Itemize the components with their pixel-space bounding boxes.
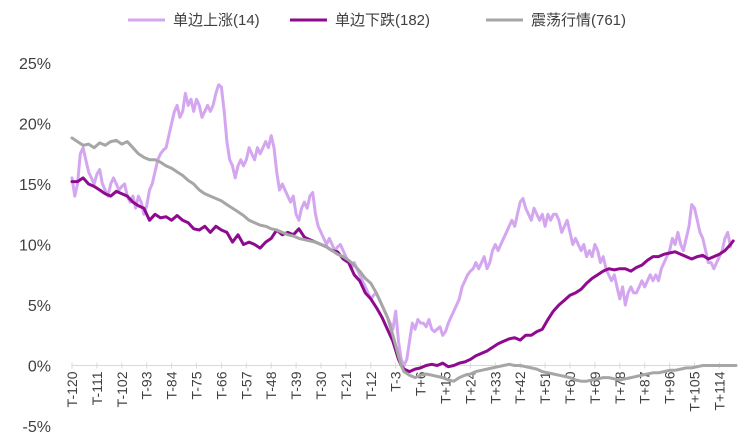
legend: 单边上涨(14) 单边下跌(182) 震荡行情(761) bbox=[128, 12, 626, 29]
x-tick-label: T+96 bbox=[662, 371, 678, 404]
x-tick-label: T-120 bbox=[64, 371, 80, 407]
x-tick-label: T+51 bbox=[537, 371, 553, 404]
y-tick-label: 20% bbox=[19, 117, 51, 134]
x-tick-label: T-111 bbox=[89, 371, 105, 405]
y-tick-label: -5% bbox=[23, 419, 51, 436]
x-tick-label: T-39 bbox=[288, 371, 304, 399]
x-tick-label: T-21 bbox=[338, 371, 354, 399]
x-axis-ticks bbox=[71, 362, 720, 369]
x-tick-label: T+24 bbox=[462, 371, 478, 404]
x-tick-label: T+33 bbox=[487, 371, 503, 404]
series-line-1 bbox=[70, 83, 732, 367]
series-layer bbox=[70, 83, 738, 383]
series-line-3 bbox=[70, 136, 738, 383]
y-tick-label: 25% bbox=[19, 56, 51, 73]
series-line-2 bbox=[70, 176, 735, 374]
x-tick-label: T+42 bbox=[512, 371, 528, 404]
x-tick-label: T+87 bbox=[637, 371, 653, 404]
y-tick-label: 15% bbox=[19, 177, 51, 194]
x-tick-label: T+78 bbox=[612, 371, 628, 404]
legend-label-1: 单边上涨(14) bbox=[173, 12, 260, 29]
x-tick-label: T-75 bbox=[189, 371, 205, 399]
x-tick-label: T-84 bbox=[164, 371, 180, 399]
x-tick-label: T-30 bbox=[313, 371, 329, 399]
legend-label-3: 震荡行情(761) bbox=[531, 12, 626, 29]
x-tick-label: T+114 bbox=[711, 371, 727, 410]
x-tick-label: T-12 bbox=[363, 371, 379, 399]
x-axis-labels: T-120 T-111 T-102 T-93 T-84 T-75 T-66 T-57 T-48 T… bbox=[64, 371, 727, 411]
x-tick-label: T-93 bbox=[139, 371, 155, 399]
x-tick-label: T-66 bbox=[213, 371, 229, 399]
x-tick-label: T-57 bbox=[238, 371, 254, 399]
x-tick-label: T+69 bbox=[587, 371, 603, 404]
y-tick-label: 5% bbox=[28, 298, 51, 315]
y-axis-labels: 25% 20% 15% 10% 5% 0% -5% bbox=[19, 56, 51, 436]
y-tick-label: 10% bbox=[19, 238, 51, 255]
x-tick-label: T-3 bbox=[388, 371, 404, 391]
x-tick-label: T-48 bbox=[263, 371, 279, 399]
legend-label-2: 单边下跌(182) bbox=[335, 12, 430, 29]
x-tick-label: T-102 bbox=[114, 371, 130, 407]
x-tick-label: T+105 bbox=[687, 371, 703, 411]
y-tick-label: 0% bbox=[28, 359, 51, 376]
